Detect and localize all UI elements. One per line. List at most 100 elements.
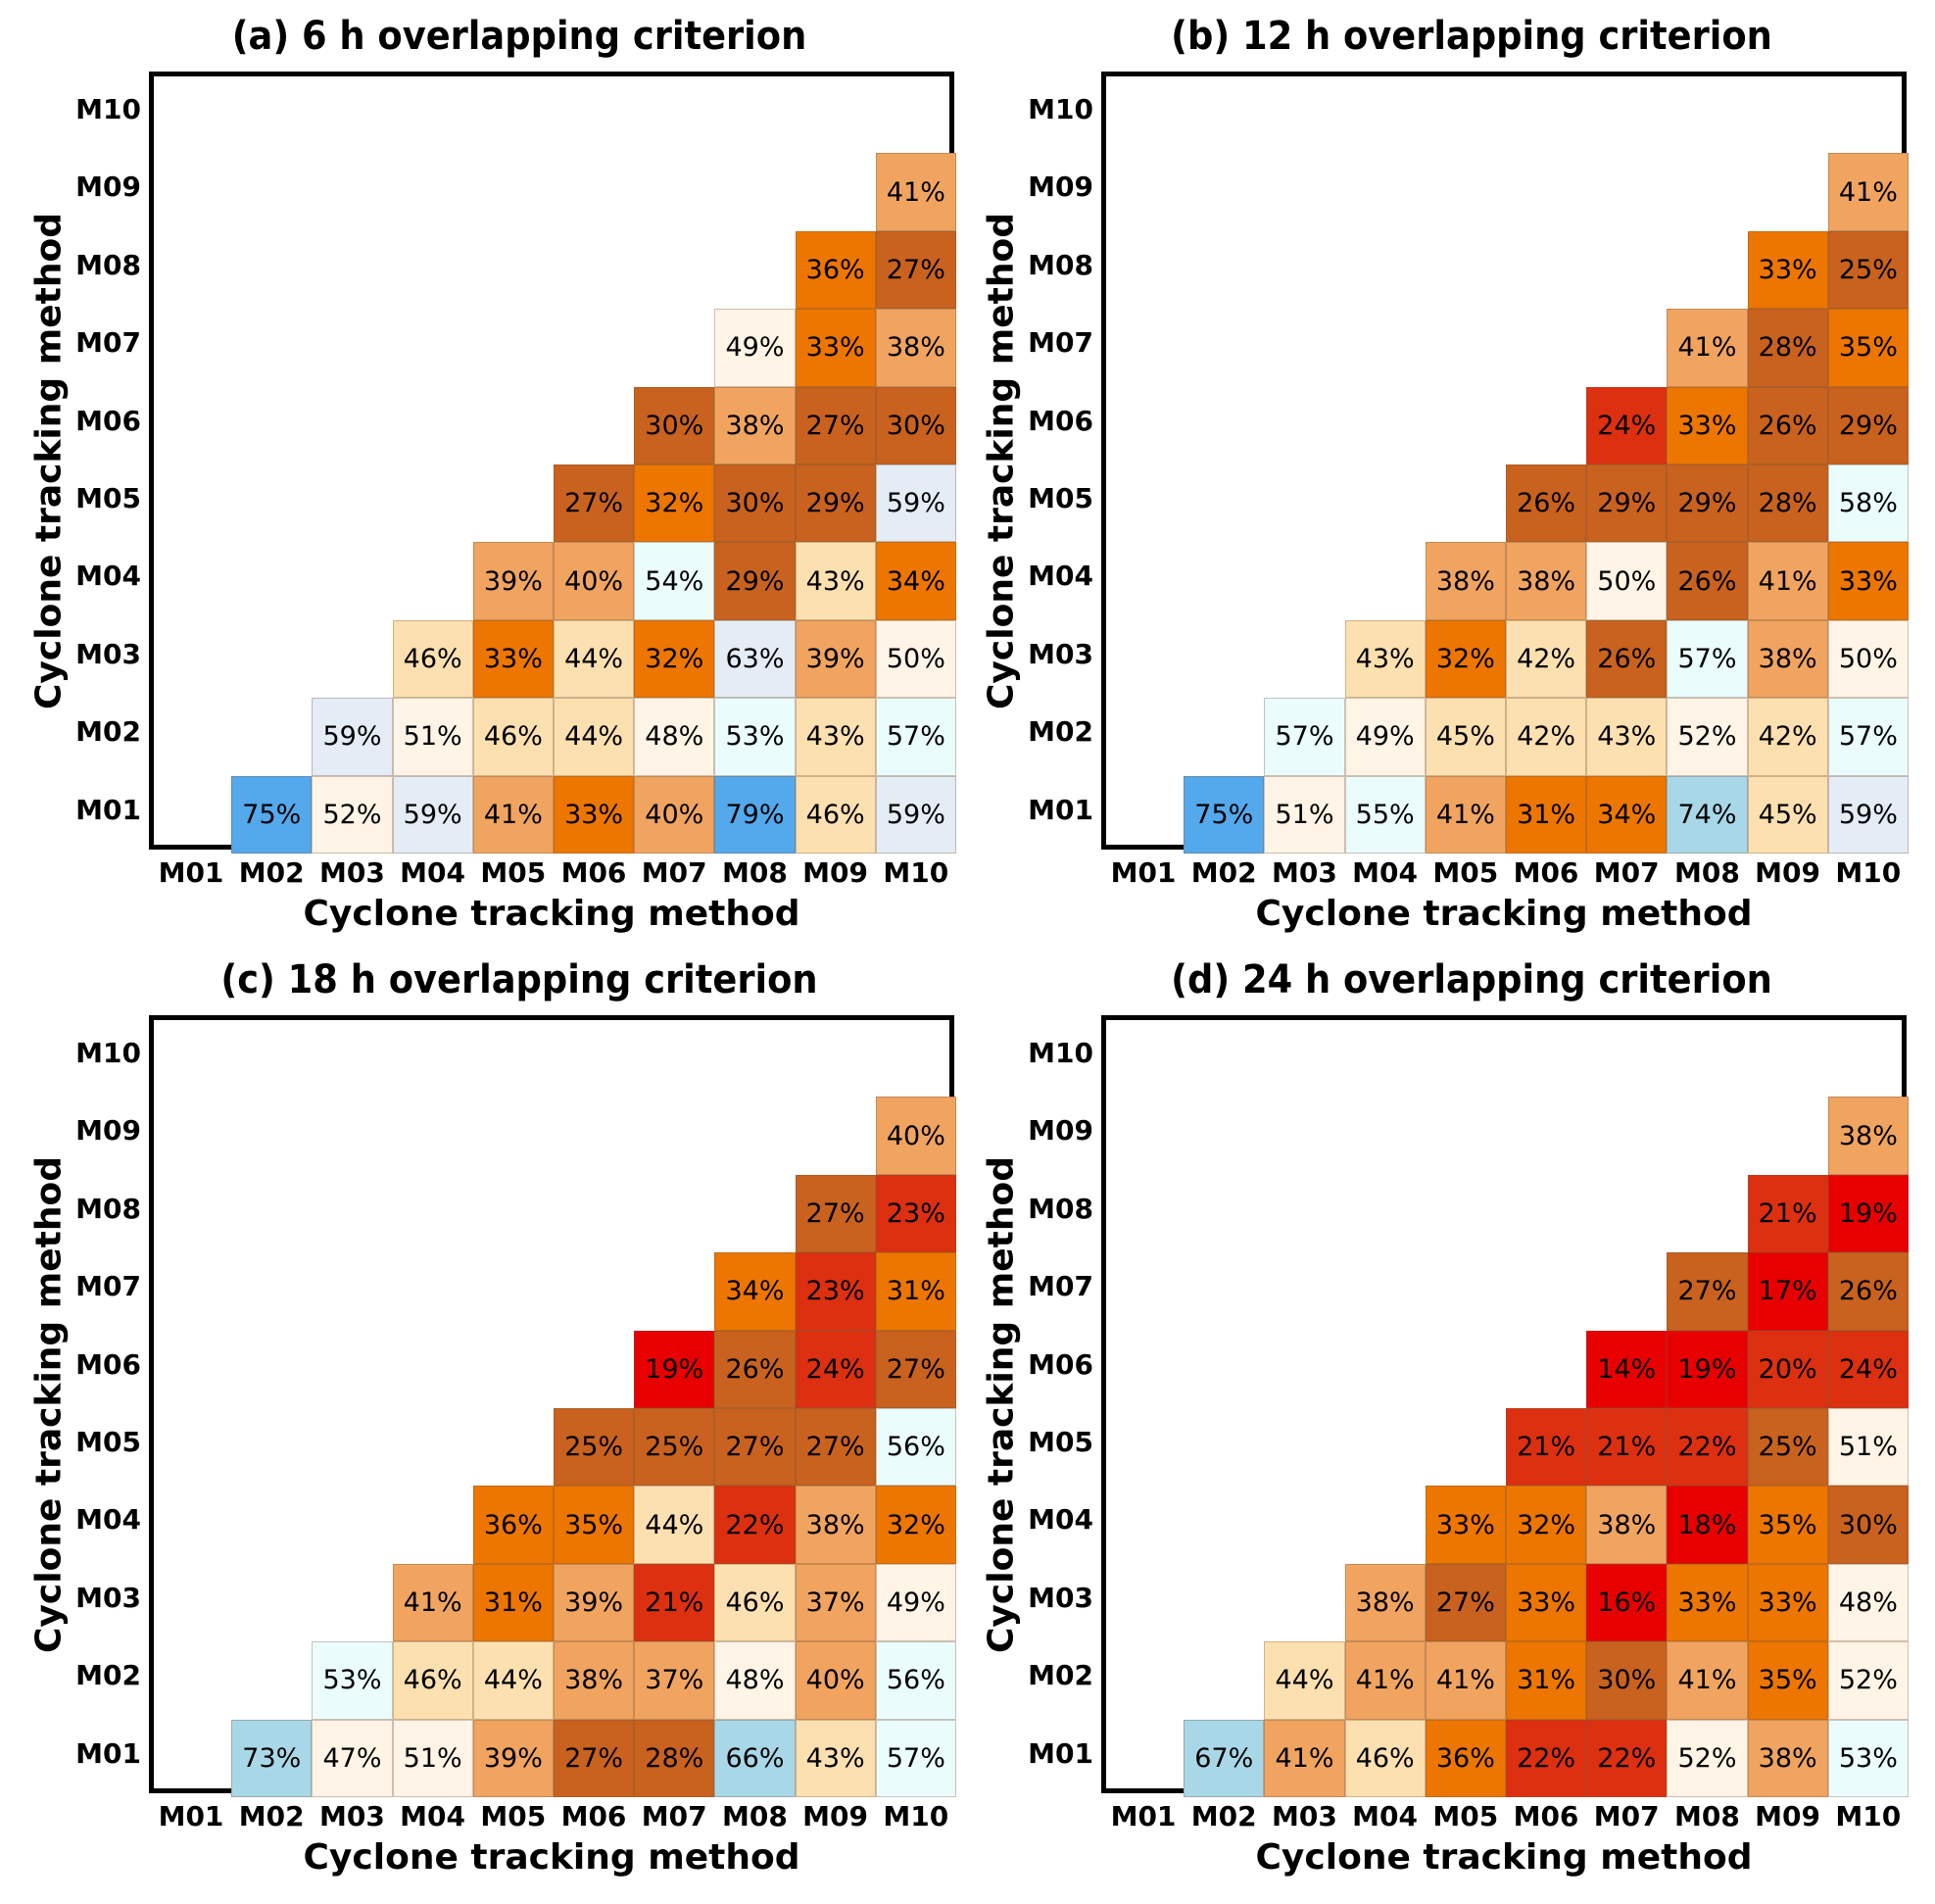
heatmap-cell: 54% [634, 542, 715, 620]
y-tick-label: M10 [1028, 1037, 1093, 1069]
y-tick-label: M03 [1028, 637, 1093, 670]
chart-title: (b) 12 h overlapping criterion [1171, 14, 1772, 59]
y-tick-label: M09 [1028, 171, 1093, 204]
heatmap-cell: 41% [1344, 1641, 1426, 1720]
x-tick-label: M09 [802, 856, 868, 889]
heatmap-cell: 37% [795, 1563, 876, 1642]
heatmap-cell: 35% [554, 1486, 635, 1564]
heatmap-cell: 33% [1667, 386, 1748, 464]
x-tick-label: M06 [560, 856, 627, 889]
y-tick-label: M02 [1028, 715, 1093, 749]
y-tick-label: M07 [1028, 326, 1093, 360]
heatmap-cell: 41% [1667, 1641, 1748, 1720]
heatmap-cell: 46% [392, 1641, 473, 1720]
x-tick-label: M01 [158, 856, 224, 889]
x-tick-label: M10 [1835, 1800, 1902, 1832]
heatmap-cell: 29% [714, 542, 796, 620]
y-axis-label: Cyclone tracking method [981, 1156, 1022, 1653]
heatmap-cell: 42% [1506, 698, 1587, 776]
heatmap-cell: 21% [1586, 1408, 1668, 1487]
heatmap-cell: 57% [1827, 698, 1909, 776]
heatmap-cell: 33% [1827, 542, 1909, 620]
heatmap-cell: 44% [554, 698, 635, 776]
x-tick-label: M01 [1110, 856, 1177, 889]
heatmap-cell: 39% [472, 1719, 554, 1797]
y-tick-label: M06 [1028, 404, 1093, 437]
heatmap-cell: 38% [554, 1641, 635, 1720]
y-axis-label: Cyclone tracking method [28, 1156, 70, 1653]
heatmap-cell: 32% [634, 464, 715, 543]
heatmap-cell: 45% [1747, 775, 1828, 854]
heatmap-cell: 53% [312, 1641, 393, 1720]
heatmap-cell: 39% [472, 542, 554, 620]
heatmap-cell: 16% [1586, 1563, 1668, 1642]
y-tick-label: M02 [75, 715, 141, 749]
heatmap-cell: 24% [795, 1330, 876, 1408]
heatmap-cell: 35% [1747, 1641, 1828, 1720]
y-tick-label: M01 [1028, 793, 1093, 826]
heatmap-cell: 27% [875, 230, 956, 310]
x-tick-label: M08 [721, 1800, 788, 1832]
y-tick-label: M05 [1028, 1426, 1093, 1458]
heatmap-cell: 36% [1425, 1719, 1506, 1797]
heatmap-cell: 26% [1827, 1252, 1909, 1331]
heatmap-cell: 34% [1586, 775, 1668, 854]
heatmap-cell: 31% [875, 1252, 956, 1331]
heatmap-cell: 45% [1425, 698, 1506, 776]
heatmap-cell: 38% [714, 386, 796, 464]
heatmap-cell: 57% [875, 698, 956, 776]
x-tick-label: M09 [1755, 856, 1820, 889]
chart-title: (c) 18 h overlapping criterion [220, 957, 818, 1002]
heatmap-cell: 40% [554, 542, 635, 620]
y-tick-label: M02 [75, 1659, 141, 1692]
heatmap-cell: 51% [1827, 1408, 1909, 1487]
heatmap-cell: 38% [1586, 1486, 1668, 1564]
heatmap-cell: 27% [714, 1408, 796, 1487]
heatmap-cell: 27% [1667, 1252, 1748, 1331]
y-tick-label: M05 [1028, 482, 1093, 514]
heatmap-cell: 28% [634, 1719, 715, 1797]
heatmap-cell: 55% [1344, 775, 1426, 854]
x-tick-label: M05 [480, 1800, 547, 1832]
heatmap-cell: 51% [1264, 775, 1345, 854]
y-tick-label: M08 [75, 248, 141, 281]
heatmap-cell: 30% [634, 386, 715, 464]
x-axis-label: Cyclone tracking method [303, 894, 800, 934]
heatmap-cell: 29% [1827, 386, 1909, 464]
heatmap-cell: 21% [1506, 1408, 1587, 1487]
heatmap-cell: 22% [714, 1486, 796, 1564]
x-axis-label: Cyclone tracking method [1255, 894, 1753, 934]
heatmap-cell: 41% [1747, 542, 1828, 620]
heatmap-cell: 74% [1667, 775, 1748, 854]
x-tick-label: M02 [238, 1800, 305, 1832]
axis-left-line [1101, 72, 1106, 850]
heatmap-cell: 47% [312, 1719, 393, 1797]
heatmap-cell: 52% [312, 775, 393, 854]
x-tick-label: M02 [238, 856, 305, 889]
heatmap-cell: 33% [554, 775, 635, 854]
heatmap-cell: 32% [875, 1486, 956, 1564]
heatmap-cell: 39% [554, 1563, 635, 1642]
heatmap-cell: 41% [472, 775, 554, 854]
x-tick-label: M01 [1110, 1800, 1177, 1832]
axis-bottom-line [149, 1788, 231, 1793]
y-tick-label: M04 [75, 560, 141, 593]
heatmap-cell: 46% [795, 775, 876, 854]
heatmap-cell: 53% [714, 698, 796, 776]
x-tick-label: M03 [1271, 1800, 1337, 1832]
heatmap-cell: 43% [795, 698, 876, 776]
axis-bottom-line [149, 845, 231, 850]
x-axis-label: Cyclone tracking method [303, 1837, 800, 1878]
y-tick-label: M04 [1028, 1503, 1093, 1537]
y-tick-label: M04 [1028, 560, 1093, 593]
heatmap-cell: 41% [1425, 775, 1506, 854]
y-tick-label: M05 [75, 1426, 141, 1458]
heatmap-cell: 59% [875, 464, 956, 543]
axis-left-line [149, 72, 154, 850]
x-tick-label: M06 [560, 1800, 627, 1832]
axis-bottom-line [1101, 845, 1184, 850]
heatmap-cell: 30% [875, 386, 956, 464]
heatmap-cell: 46% [714, 1563, 796, 1642]
x-tick-label: M01 [158, 1800, 224, 1832]
y-tick-label: M08 [1028, 1192, 1093, 1225]
